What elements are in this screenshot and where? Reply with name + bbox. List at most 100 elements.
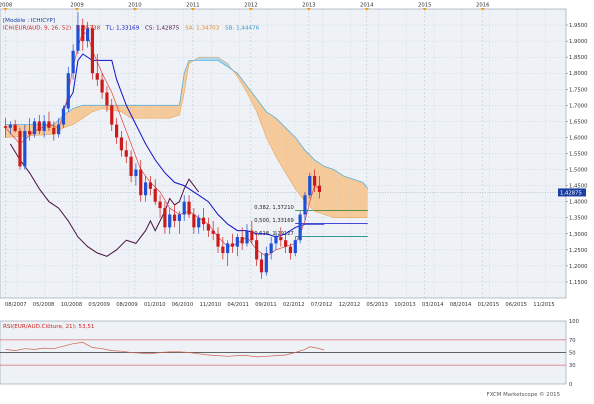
kumo-segment bbox=[160, 105, 163, 119]
kumo-segment bbox=[104, 105, 107, 110]
candle-body bbox=[129, 156, 133, 176]
candle-body bbox=[139, 169, 143, 196]
x-tick-label: 02/2012 bbox=[283, 302, 305, 308]
kijun-sen-line bbox=[63, 53, 325, 238]
x-tick-label: 08/2007 bbox=[5, 302, 27, 308]
candle-body bbox=[47, 121, 51, 128]
fib-level-label: 0,382, 1,37210 bbox=[254, 205, 294, 211]
kumo-segment bbox=[275, 118, 279, 161]
kumo-segment bbox=[205, 57, 209, 61]
y-tick-label: 1,6500 bbox=[569, 119, 588, 125]
current-price-label: 1,42875 bbox=[560, 190, 582, 196]
candle-body bbox=[105, 92, 109, 106]
candle-body bbox=[250, 230, 254, 241]
y-tick-label: 1,9500 bbox=[569, 23, 588, 29]
kumo-segment bbox=[338, 172, 342, 218]
candle-body bbox=[90, 28, 95, 74]
time-axis: 08/2007 05/2008 10/2008 03/2009 08/2009 01/20… bbox=[5, 302, 555, 308]
kumo-segment bbox=[70, 108, 74, 126]
kumo-segment bbox=[145, 105, 148, 119]
candle-body bbox=[86, 28, 90, 42]
year-marker-icon bbox=[306, 8, 311, 11]
kumo-segment bbox=[75, 106, 78, 123]
year-marker-icon bbox=[190, 8, 195, 11]
year-marker-icon bbox=[364, 8, 369, 11]
kumo-segment bbox=[90, 105, 93, 114]
year-marker-icon bbox=[74, 8, 79, 11]
year-label: 2008 bbox=[0, 3, 13, 9]
x-tick-label: 07/2012 bbox=[311, 302, 333, 308]
chikou-span-line bbox=[9, 143, 200, 257]
kumo-segment bbox=[92, 105, 95, 112]
y-tick-label: 1,7500 bbox=[569, 87, 588, 93]
kumo-segment bbox=[237, 73, 240, 81]
x-tick-label: 01/2010 bbox=[144, 302, 166, 308]
price-axis: 1,9500 1,9000 1,8500 1,8000 1,7500 1,7000 1,65… bbox=[558, 23, 588, 286]
kumo-segment bbox=[321, 164, 325, 215]
kumo-segment bbox=[65, 111, 69, 128]
candle-body bbox=[177, 214, 181, 221]
kumo-segment bbox=[302, 147, 305, 202]
kumo-segment bbox=[85, 105, 88, 117]
candle-body bbox=[119, 137, 124, 151]
x-tick-label: 05/2013 bbox=[366, 302, 388, 308]
candle-body bbox=[148, 182, 152, 189]
fib-level-label: 0,500, 1,33169 bbox=[254, 218, 294, 224]
candle-body bbox=[76, 25, 80, 51]
candle-body bbox=[235, 236, 239, 247]
kumo-segment bbox=[94, 105, 98, 111]
candle-body bbox=[81, 25, 85, 42]
kumo-segment bbox=[102, 105, 105, 109]
kumo-segment bbox=[87, 105, 91, 115]
candle-body bbox=[168, 214, 172, 228]
x-tick-label: 09/2011 bbox=[255, 302, 277, 308]
candle-body bbox=[206, 224, 210, 231]
kumo-segment bbox=[244, 82, 247, 93]
candle-body bbox=[66, 73, 70, 109]
kumo-segment bbox=[350, 178, 354, 218]
kumo-segment bbox=[181, 73, 185, 104]
x-tick-label: 11/2010 bbox=[200, 302, 222, 308]
indicator-name: ICH(EUR/AUD, 9, 26, 52) bbox=[3, 26, 71, 32]
kumo-segment bbox=[360, 181, 363, 218]
candle-body bbox=[226, 243, 230, 254]
senkou-span-a-line bbox=[5, 56, 368, 218]
year-label: 2009 bbox=[70, 3, 83, 9]
kumo-segment bbox=[358, 180, 361, 218]
candle-body bbox=[95, 73, 99, 80]
candle-body bbox=[279, 236, 283, 241]
close-value: 1,35738 bbox=[77, 26, 101, 32]
year-marker-icon bbox=[480, 8, 485, 11]
kumo-segment bbox=[68, 110, 71, 127]
kumo-segment bbox=[172, 105, 175, 118]
kumo-segment bbox=[218, 57, 221, 62]
x-tick-label: 10/2008 bbox=[61, 302, 83, 308]
candle-body bbox=[303, 195, 307, 215]
kumo-segment bbox=[114, 105, 117, 111]
kumo-segment bbox=[82, 105, 86, 119]
kumo-segment bbox=[77, 106, 81, 122]
kumo-segment bbox=[97, 105, 100, 111]
kumo-segment bbox=[184, 66, 187, 93]
senkou-span-b-line bbox=[5, 60, 369, 190]
candle-body bbox=[42, 121, 46, 132]
model-label: [Modèle : ICHICYP] bbox=[3, 17, 55, 24]
candle-body bbox=[264, 253, 268, 273]
kumo-segment bbox=[341, 174, 344, 218]
senkou-b-value: SB: 1,44476 bbox=[225, 26, 260, 32]
kumo-segment bbox=[169, 105, 173, 119]
kumo-segment bbox=[215, 57, 219, 61]
kumo-segment bbox=[353, 179, 356, 218]
kumo-segment bbox=[167, 105, 170, 119]
y-tick-label: 1,1500 bbox=[569, 280, 588, 286]
kumo-segment bbox=[249, 89, 252, 103]
kumo-segment bbox=[300, 143, 303, 199]
candle-body bbox=[182, 201, 186, 215]
candle-body bbox=[143, 182, 148, 196]
candle-body bbox=[255, 240, 259, 260]
kumo-segment bbox=[343, 175, 347, 218]
y-tick-label: 1,2500 bbox=[569, 248, 588, 254]
kumo-segment bbox=[355, 179, 359, 218]
year-label: 2016 bbox=[476, 3, 490, 9]
